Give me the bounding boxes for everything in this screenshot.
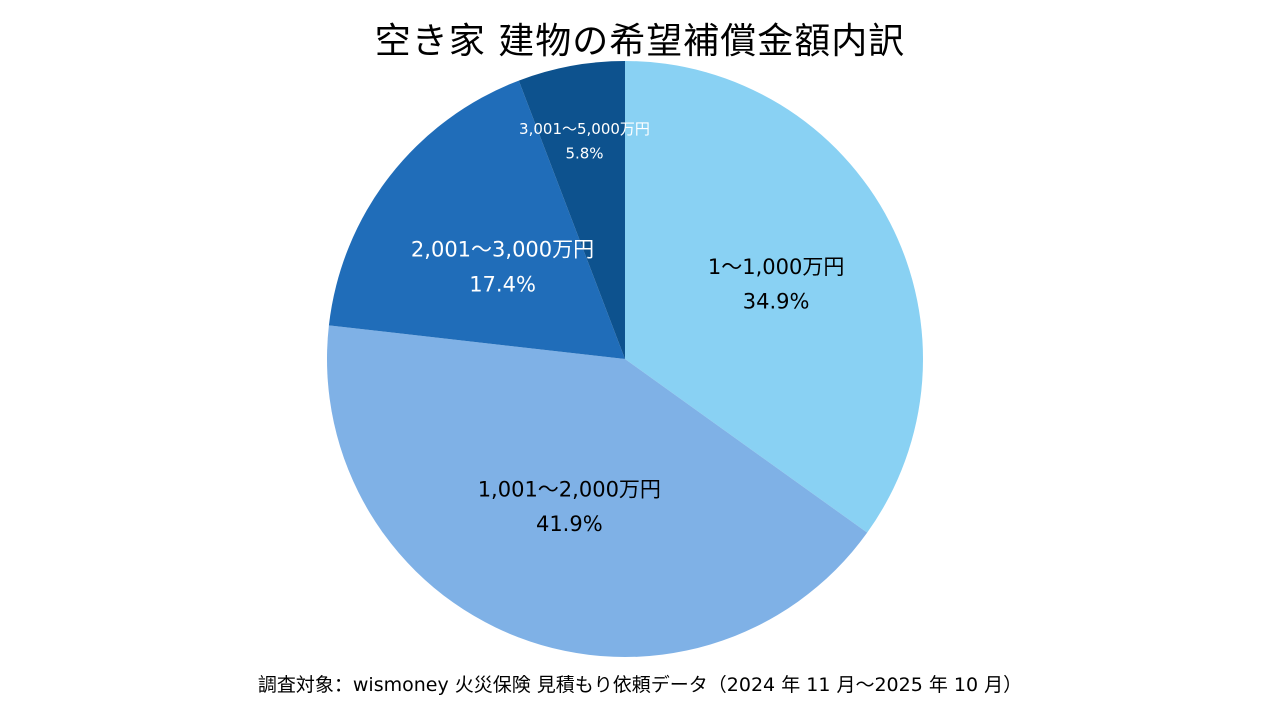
slice-value-label-1: 34.9% bbox=[743, 290, 810, 314]
slice-value-label-4: 5.8% bbox=[565, 145, 603, 163]
slice-value-label-2: 41.9% bbox=[536, 512, 603, 536]
slice-value-label-3: 17.4% bbox=[469, 272, 536, 296]
pie-slice-4 bbox=[518, 61, 625, 359]
slice-label-3: 2,001〜3,000万円 bbox=[411, 238, 594, 262]
pie-slices bbox=[327, 61, 924, 657]
slice-label-1: 1〜1,000万円 bbox=[708, 255, 844, 279]
source-footnote: 調査対象：wismoney 火災保険 見積もり依頼データ（2024 年 11 月… bbox=[257, 674, 1023, 696]
pie-slice-3 bbox=[328, 80, 625, 359]
slice-label-2: 1,001〜2,000万円 bbox=[478, 477, 661, 501]
slice-label-4: 3,001〜5,000万円 bbox=[519, 120, 650, 138]
pie-slice-2 bbox=[327, 325, 868, 657]
pie-slice-1 bbox=[625, 61, 924, 533]
pie-labels: 1〜1,000万円 34.9% 1,001〜2,000万円 41.9% 2,001〜3,… bbox=[411, 120, 844, 536]
chart-title: 空き家 建物の希望補償金額内訳 bbox=[374, 21, 906, 62]
